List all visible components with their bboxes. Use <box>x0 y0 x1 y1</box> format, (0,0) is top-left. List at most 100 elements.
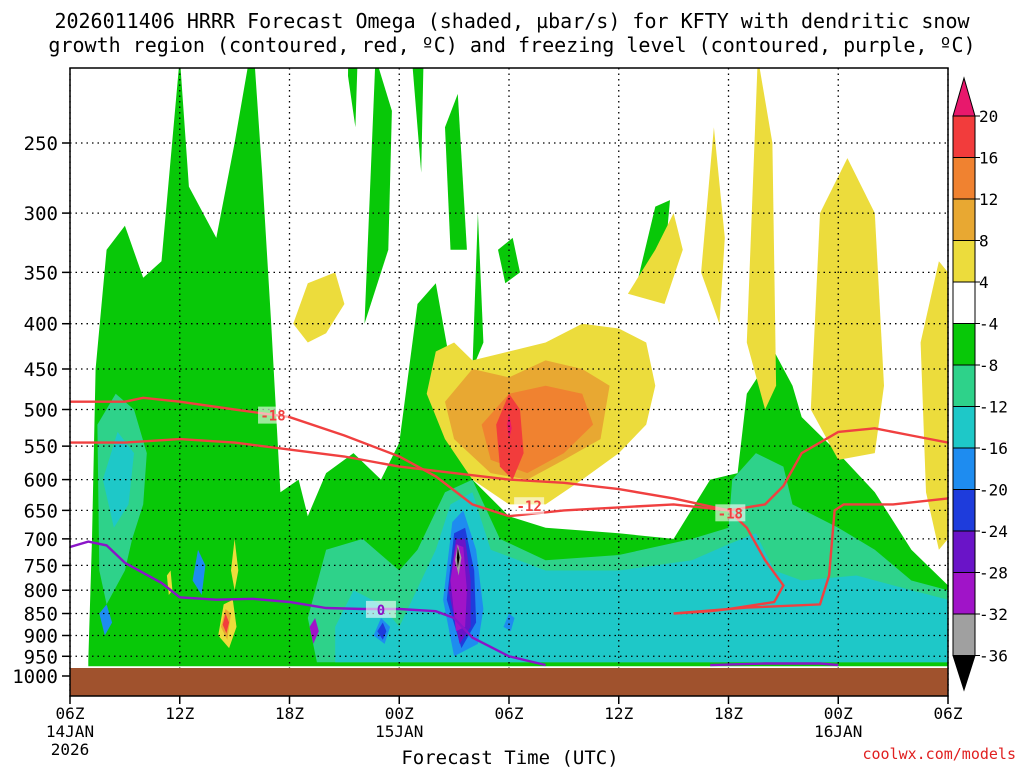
colorbar-bin-1 <box>952 115 976 158</box>
omega-descent-weak-cell-2 <box>627 213 683 304</box>
label-freezing-bg <box>365 600 396 618</box>
freezing-level-line-b <box>710 662 839 667</box>
omega-ascent-weak-cell-7 <box>445 93 467 250</box>
colorbar-label-12: -32 <box>979 605 1008 624</box>
x-tick-label-42: 00Z <box>824 704 853 723</box>
x-tick-label-24: 06Z <box>495 704 524 723</box>
omega-descent-weak-cell-6 <box>920 261 948 550</box>
y-tick-label-550: 550 <box>24 436 58 458</box>
y-tick-label-400: 400 <box>24 314 58 336</box>
colorbar-label-3: 8 <box>979 232 989 251</box>
omega-descent-weak-cell-5 <box>810 158 884 460</box>
label-minus12: -12 <box>516 499 541 515</box>
y-tick-label-600: 600 <box>24 470 58 492</box>
colorbar-label-5: -4 <box>979 315 998 334</box>
contour-minus12 <box>70 437 948 615</box>
omega-descent-low-cell-c <box>222 613 230 634</box>
omega-descent-very-strong <box>496 393 524 480</box>
freezing-level-line <box>70 540 546 667</box>
omega-descent-weak-cell-3 <box>701 127 725 324</box>
omega-ascent-strong-left <box>102 431 134 528</box>
colorbar-bin-3 <box>952 198 976 241</box>
y-tick-label-900: 900 <box>24 625 58 647</box>
colorbar-label-2: 12 <box>979 190 998 209</box>
omega-ascent-core-max <box>456 547 460 568</box>
colorbar-bin-13 <box>952 613 976 656</box>
y-tick-label-250: 250 <box>24 133 58 155</box>
colorbar-label-11: -28 <box>979 564 1008 583</box>
omega-ascent-weak-cell-1 <box>348 68 358 128</box>
y-tick-label-800: 800 <box>24 580 58 602</box>
omega-descent-low-cell-d <box>231 538 239 591</box>
colorbar-label-1: 16 <box>979 149 998 168</box>
colorbar-bin-12 <box>952 572 976 615</box>
omega-ascent-weak-cell-4 <box>472 213 484 369</box>
label-minus18-b: -18 <box>718 506 743 522</box>
omega-ascent-cell-d <box>99 604 113 636</box>
omega-ascent-weak-cell-2 <box>364 68 392 324</box>
colorbar-bin-5 <box>952 281 976 324</box>
dotted-grid <box>69 68 949 696</box>
x-tick-label-0: 06Z <box>56 704 85 723</box>
y-tick-label-1000: 1000 <box>12 666 58 688</box>
colorbar-label-13: -36 <box>979 647 1008 666</box>
pressure-axis: 2503003504004505005506006507007508008509… <box>12 133 70 688</box>
x-tick-label-6: 12Z <box>165 704 194 723</box>
y-tick-label-350: 350 <box>24 262 58 284</box>
colorbar-label-6: -8 <box>979 356 998 375</box>
x-tick-label-48: 06Z <box>934 704 963 723</box>
omega-ascent-cell-a <box>503 613 515 632</box>
x-tick-label-18: 00Z <box>385 704 414 723</box>
colorbar-label-10: -24 <box>979 522 1008 541</box>
colorbar-label-4: 4 <box>979 273 989 292</box>
y-tick-label-700: 700 <box>24 529 58 551</box>
colorbar-bin-bottom <box>952 655 976 692</box>
label-freezing: 0 <box>377 603 385 619</box>
y-tick-label-300: 300 <box>24 203 58 225</box>
colorbar-bin-4 <box>952 240 976 283</box>
label-minus18-a-bg <box>258 406 289 424</box>
omega-ascent-core-4 <box>450 544 467 632</box>
y-tick-label-750: 750 <box>24 555 58 577</box>
colorbar-label-0: 20 <box>979 107 998 126</box>
x-axis-label: Forecast Time (UTC) <box>401 747 618 768</box>
colorbar-bin-top <box>952 76 976 117</box>
colorbar-bin-8 <box>952 406 976 449</box>
x-date-label-18: 15JAN <box>375 722 423 741</box>
x-date-label-42: 16JAN <box>814 722 862 741</box>
x-date-label-0: 14JAN <box>46 722 94 741</box>
colorbar-bin-7 <box>952 364 976 407</box>
omega-ascent-weak-cell-3 <box>412 68 424 173</box>
x-tick-label-12: 18Z <box>275 704 304 723</box>
chart-title-line2: growth region (contoured, red, ºC) and f… <box>48 33 976 57</box>
omega-ascent-cell-c <box>192 549 206 595</box>
omega-descent-weak-cell-1 <box>293 272 345 343</box>
y-tick-label-450: 450 <box>24 359 58 381</box>
credit-text: coolwx.com/models <box>862 745 1016 763</box>
colorbar-bin-9 <box>952 447 976 490</box>
label-minus12-bg <box>514 497 545 515</box>
colorbar-label-7: -12 <box>979 398 1008 417</box>
colorbar-bin-6 <box>952 323 976 366</box>
y-tick-label-850: 850 <box>24 604 58 626</box>
y-tick-label-500: 500 <box>24 400 58 422</box>
x-tick-label-36: 18Z <box>714 704 743 723</box>
y-tick-label-650: 650 <box>24 500 58 522</box>
x-tick-label-30: 12Z <box>604 704 633 723</box>
temperature-contours: -18 -18 -12 0 <box>70 396 948 667</box>
label-minus18-b-bg <box>715 504 746 522</box>
colorbar-label-8: -16 <box>979 439 1008 458</box>
terrain-ground <box>70 668 948 696</box>
omega-ascent-strong-main <box>335 492 948 663</box>
label-minus18-a: -18 <box>260 409 285 425</box>
colorbar-bin-2 <box>952 157 976 200</box>
omega-ascent-cell-f <box>309 618 319 644</box>
colorbar-label-9: -20 <box>979 481 1008 500</box>
colorbar-bin-10 <box>952 489 976 532</box>
x-year-label: 2026 <box>51 740 90 759</box>
y-tick-label-950: 950 <box>24 646 58 668</box>
colorbar: 20 16 12 8 4 -4 -8 -12 -16 -20 -24 -28 -32 -36 <box>952 76 1008 692</box>
chart-title-line1: 2026011406 HRRR Forecast Omega (shaded, … <box>54 9 970 33</box>
